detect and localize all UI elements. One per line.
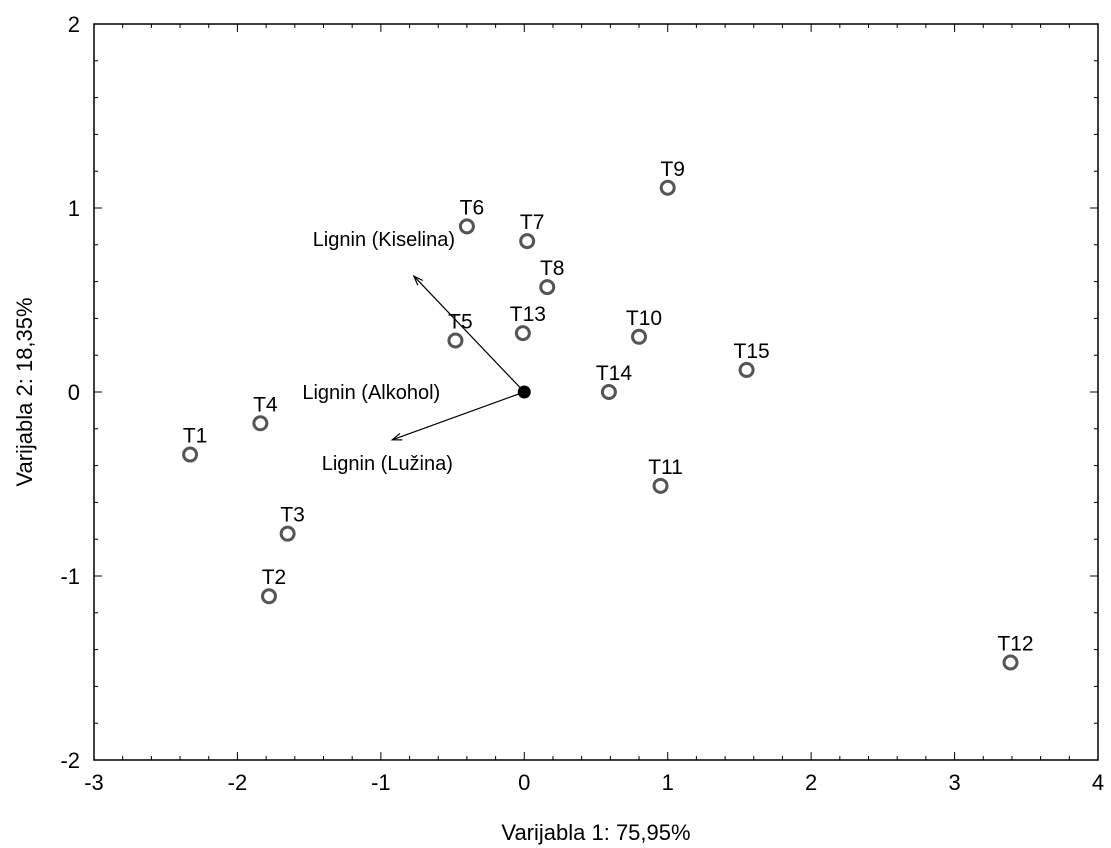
data-points: T1 T2 T3 T4 T5 T6 T7 T8 T9 T10 T11 T12 T13 T14 T15 [182,158,1034,671]
data-point [447,332,464,349]
point-label: T13 [510,303,546,326]
vector-label: Lignin (Kiselina) [313,229,455,251]
point-label: T4 [253,393,278,416]
vector-label: Lignin (Lužina) [322,453,453,475]
variable-vectors: Lignin (Kiselina) Lignin (Alkohol) Lignin … [302,229,531,475]
point-label: T9 [660,158,685,181]
point-label: T11 [648,456,683,479]
point-label: T14 [596,362,633,385]
data-point [652,477,669,494]
data-point [1002,654,1019,671]
point-label: T6 [460,196,485,219]
data-point [458,218,475,235]
point-label: T7 [520,211,545,234]
point-label: T3 [280,504,305,527]
data-point [600,384,617,400]
origin-dot [517,385,531,399]
data-point [279,525,296,542]
data-point [659,179,676,196]
point-label: T15 [734,340,770,363]
x-axis-title: Varijabla 1: 75,95% [501,820,690,845]
vector-arrowhead [390,432,403,441]
x-tick-label: -1 [371,770,391,795]
x-tick-label: -2 [228,770,248,795]
x-tick-label: 4 [1092,770,1104,795]
x-axis-ticks: -3 -2 -1 0 1 2 3 4 [84,24,1104,795]
data-point [519,233,536,250]
x-tick-label: 3 [948,770,960,795]
data-point [514,325,531,342]
point-label: T12 [997,632,1033,655]
vector-line [392,391,525,441]
y-tick-label: 2 [68,12,80,37]
vector-line [413,275,525,393]
y-tick-label: 0 [68,380,80,405]
point-label: T10 [626,307,662,330]
data-point [631,328,648,345]
y-tick-label: -1 [60,564,80,589]
point-label: T5 [448,310,473,333]
data-point [252,415,269,432]
data-point [738,361,755,378]
point-label: T8 [540,257,565,280]
y-axis-ticks: -2 -1 0 1 2 [60,12,1098,773]
x-tick-label: -3 [84,770,104,795]
y-tick-label: -2 [60,748,80,773]
vector-label: Lignin (Alkohol) [302,382,440,404]
vector-arrowhead [412,274,424,286]
y-axis-title: Varijabla 2: 18,35% [12,297,37,486]
x-tick-label: 0 [518,770,530,795]
point-label: T1 [183,425,208,448]
point-label: T2 [262,566,287,589]
plot-frame [93,23,1099,761]
y-tick-label: 1 [68,196,80,221]
x-tick-label: 1 [662,770,674,795]
x-tick-label: 2 [805,770,817,795]
data-point [182,446,199,463]
data-point [539,279,556,296]
data-point [260,588,277,605]
